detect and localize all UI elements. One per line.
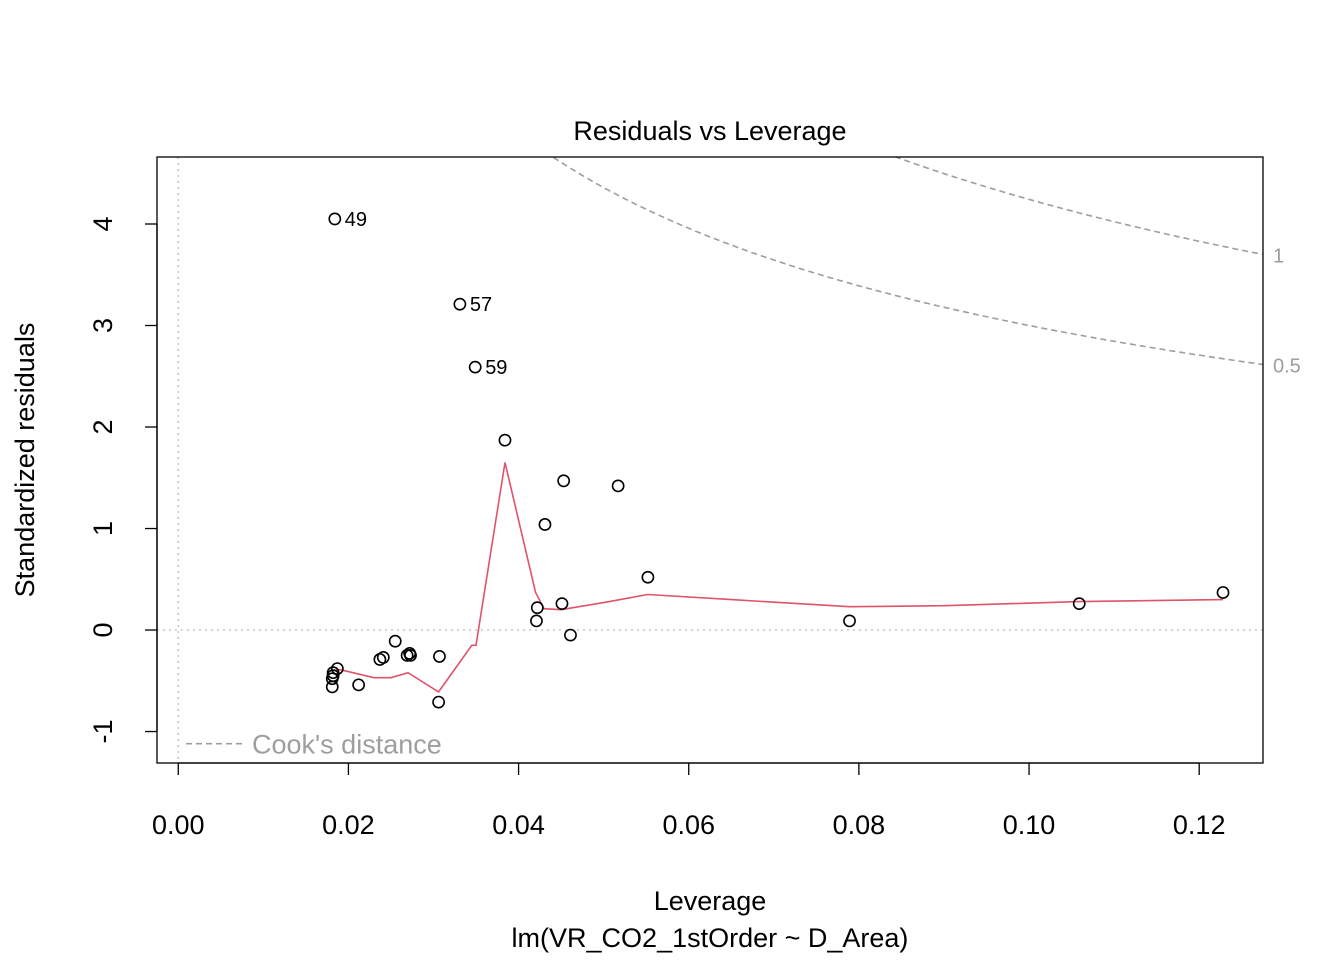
smooth-trend-line [332,462,1224,693]
y-tick-label: 2 [88,419,118,434]
data-point [564,628,577,642]
data-point [843,614,856,628]
point-label: 49 [345,209,367,231]
chart-subtitle: lm(VR_CO2_1stOrder ~ D_Area) [512,923,909,953]
y-tick-label: 0 [88,622,118,637]
data-point [498,433,512,447]
y-tick-label: 1 [88,521,118,536]
data-point [388,634,402,648]
chart-title: Residuals vs Leverage [573,116,846,146]
cooks-distance-contour [893,157,1263,256]
point-label: 59 [485,357,507,379]
data-point [432,695,446,709]
plot-frame [156,156,1264,764]
x-axis-label: Leverage [654,886,767,916]
data-point [453,297,467,311]
x-tick-label: 0.12 [1173,810,1226,840]
data-point [530,601,544,615]
plot-region [157,157,1263,763]
data-point [404,649,417,662]
cooks-legend-label: Cook's distance [252,730,442,760]
data-point [400,649,414,662]
x-tick-label: 0.04 [492,810,545,840]
data-point [433,650,446,663]
y-tick-label: 4 [88,216,118,231]
data-point [352,678,366,692]
cooks-contour-label: 0.5 [1273,355,1301,377]
data-point [325,672,339,686]
x-tick-label: 0.00 [152,810,205,840]
y-tick-label: -1 [88,719,118,743]
data-point [611,479,625,493]
cooks-distance-contour [551,157,1263,366]
data-point [328,212,342,226]
cooks-contour-label: 1 [1273,245,1284,267]
data-point [468,360,482,374]
data-point [530,614,543,628]
data-point [557,474,571,488]
data-point [330,662,344,675]
x-tick-label: 0.10 [1003,810,1056,840]
point-label: 57 [470,294,492,316]
x-tick-label: 0.08 [833,810,886,840]
data-point [373,653,387,666]
x-tick-label: 0.06 [662,810,715,840]
data-point [641,570,655,584]
data-point [1216,586,1230,599]
data-point [325,680,339,694]
x-tick-label: 0.02 [322,810,375,840]
y-axis-label: Standardized residuals [10,323,40,598]
data-point [538,518,552,531]
y-tick-label: 3 [88,318,118,333]
data-point [555,597,569,611]
data-point [1072,597,1086,611]
